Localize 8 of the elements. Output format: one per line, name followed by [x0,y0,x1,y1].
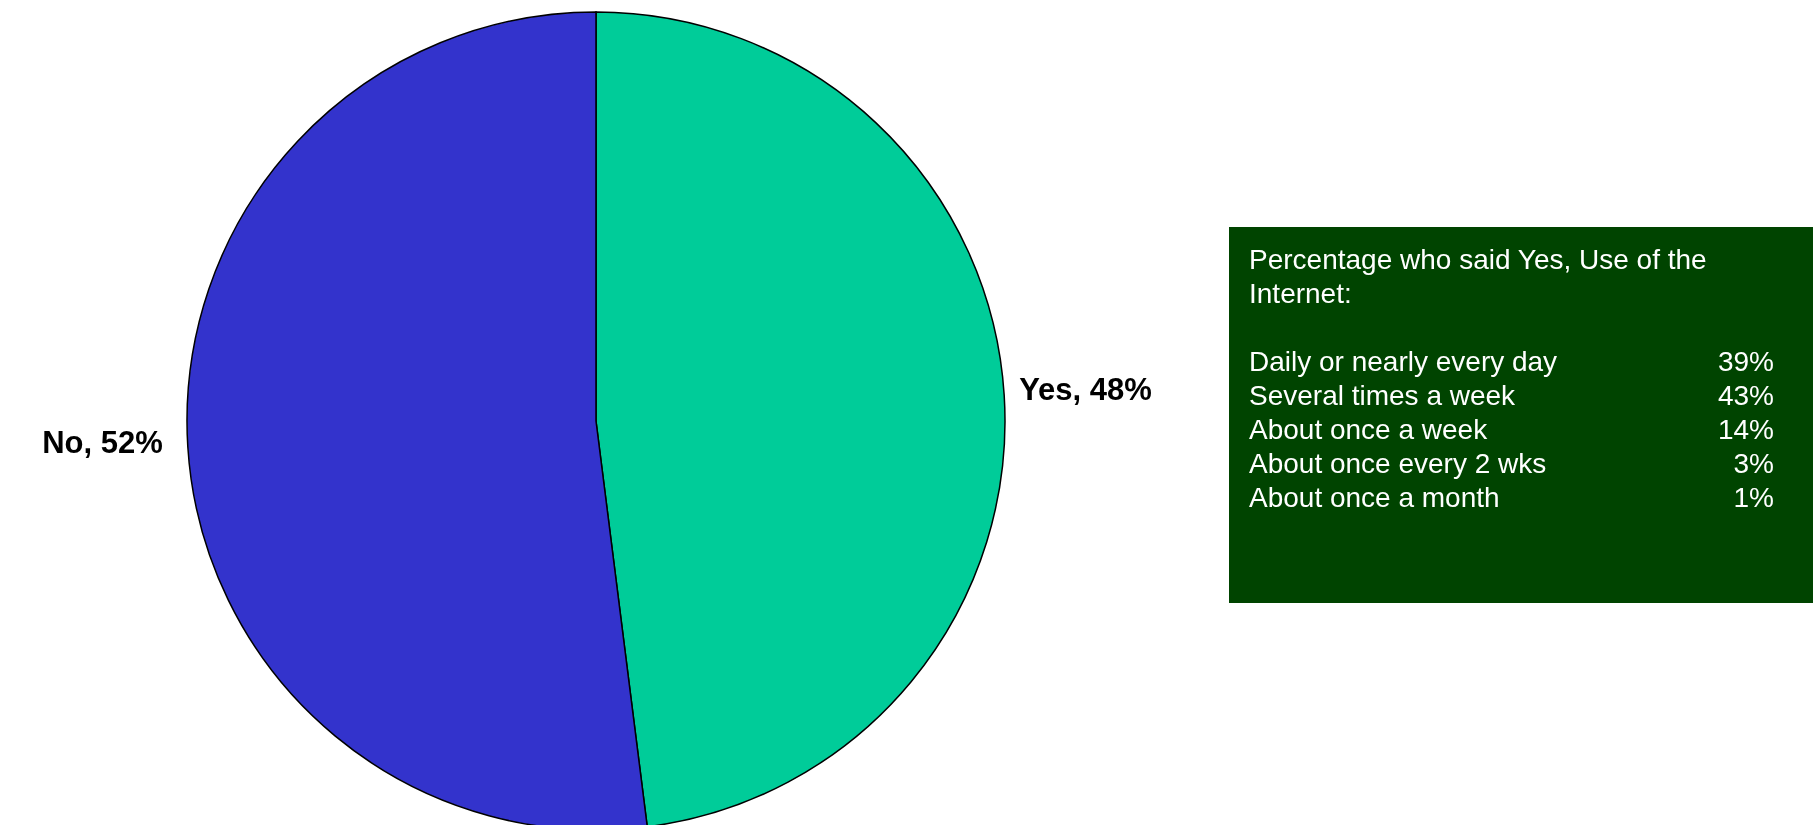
text: About once a week 14% [1249,414,1774,445]
text: Several times a week 43% [1249,380,1774,411]
text: Percentage who said Yes, Use of the Internet: [1249,243,1708,311]
text: About once a month 1% [1249,482,1774,513]
text: About once every 2 wks 3% [1249,448,1774,479]
text: Daily or nearly every day 39% [1249,346,1774,377]
slice-label: Yes, 48% [1019,371,1152,407]
slice-label: No, 52% [42,425,163,461]
